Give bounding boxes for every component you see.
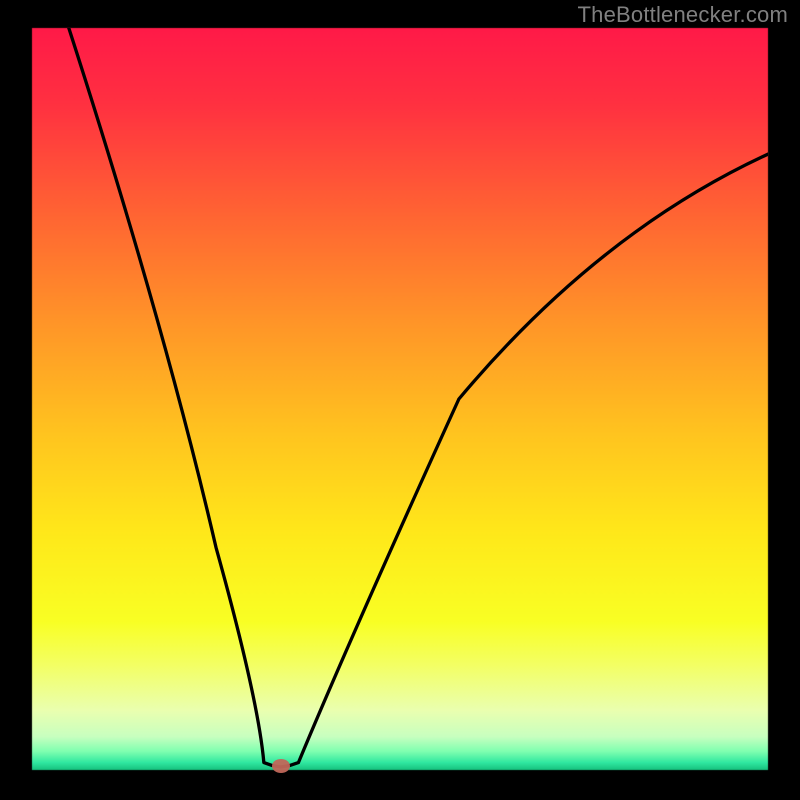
watermark-text: TheBottlenecker.com (578, 2, 788, 28)
min-point-marker (272, 759, 290, 773)
gradient-plot-canvas (0, 0, 800, 800)
